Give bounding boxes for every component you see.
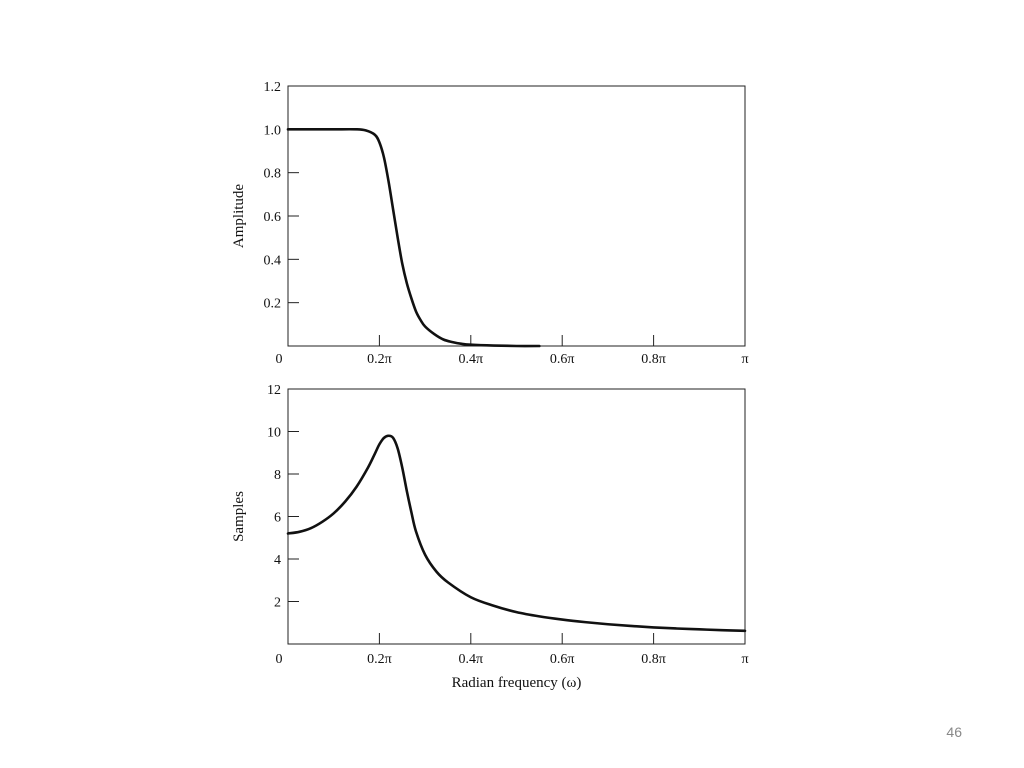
amplitude-x-tick-label: 0.4π — [459, 352, 484, 367]
samples-series-line — [286, 434, 747, 633]
amplitude-x-tick-label: π — [741, 352, 748, 367]
samples-y-axis-title: Samples — [231, 491, 247, 542]
amplitude-series-line — [286, 127, 541, 348]
amplitude-chart: 0.2 0.4 0.6 0.8 1.0 1.2 0 0.2π 0.4π 0.6π 0.8π π Ampl… — [231, 80, 749, 367]
amplitude-y-tick-label: 0.8 — [264, 167, 282, 182]
amplitude-y-axis-title: Amplitude — [231, 184, 247, 249]
samples-y-tick-label: 2 — [274, 596, 281, 611]
samples-y-tick-label: 6 — [274, 511, 281, 526]
amplitude-y-tick-label: 0.2 — [264, 297, 282, 312]
slide-number: 46 — [946, 724, 962, 740]
amplitude-x-tick-label: 0.6π — [550, 352, 575, 367]
samples-x-tick-label: 0.2π — [367, 652, 392, 667]
samples-y-tick-label: 10 — [267, 426, 281, 441]
amplitude-x-tick-label: 0 — [276, 352, 283, 367]
samples-y-tick-label: 8 — [274, 468, 281, 483]
samples-x-tick-label: π — [741, 652, 748, 667]
samples-y-tick-label: 12 — [267, 383, 281, 398]
amplitude-y-tick-label: 0.6 — [264, 210, 282, 225]
samples-x-tick-label: 0.8π — [641, 652, 666, 667]
amplitude-y-tick-label: 1.0 — [264, 123, 282, 138]
amplitude-x-tick-label: 0.2π — [367, 352, 392, 367]
samples-y-tick-label: 4 — [274, 553, 281, 568]
samples-plot-frame — [287, 388, 746, 645]
samples-x-axis-title: Radian frequency (ω) — [452, 675, 582, 691]
amplitude-x-tick-label: 0.8π — [641, 352, 666, 367]
samples-x-tick-label: 0.4π — [459, 652, 484, 667]
amplitude-plot-frame — [287, 85, 746, 347]
amplitude-y-tick-label: 1.2 — [264, 80, 282, 95]
samples-x-tick-label: 0.6π — [550, 652, 575, 667]
amplitude-y-tick-label: 0.4 — [264, 253, 282, 268]
samples-chart: 2 4 6 8 10 12 0 0.2π 0.4π 0.6π 0.8π π Samples Radian … — [231, 383, 749, 691]
samples-x-tick-label: 0 — [276, 652, 283, 667]
